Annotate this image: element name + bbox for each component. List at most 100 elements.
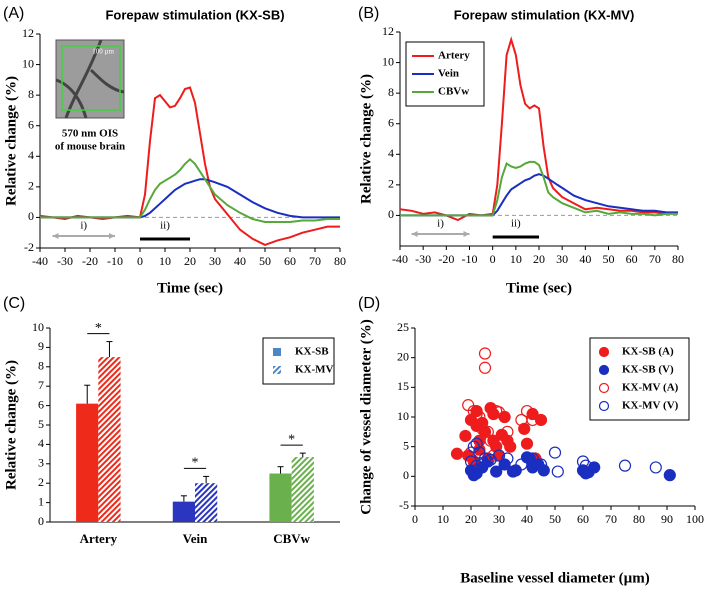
x-tick-label: 20 — [533, 252, 545, 266]
y-axis-label: Relative change (%) — [358, 74, 374, 204]
y-tick-label: 10 — [22, 56, 34, 70]
panel-label: (C) — [3, 295, 25, 312]
x-tick-label: -30 — [57, 254, 73, 268]
point — [520, 437, 534, 450]
y-tick-label: 6 — [28, 117, 34, 131]
y-tick-label: 4 — [388, 146, 394, 160]
period-label: i) — [80, 220, 87, 232]
y-tick-label: 4 — [38, 436, 44, 450]
point — [464, 446, 478, 459]
y-tick-label: 15 — [397, 379, 409, 393]
x-tick-label: 60 — [577, 512, 589, 526]
inset-roi — [61, 45, 121, 111]
x-tick-label: 50 — [549, 512, 561, 526]
y-tick-label: 8 — [388, 85, 394, 99]
y-tick-label: 8 — [38, 359, 44, 373]
y-tick-label: 10 — [382, 54, 394, 68]
legend-box — [262, 337, 335, 385]
x-tick-label: 0 — [137, 254, 143, 268]
legend-swatch — [273, 348, 281, 356]
y-tick-label: 0 — [403, 468, 409, 482]
point — [551, 465, 564, 478]
point — [481, 425, 494, 438]
point — [478, 361, 492, 374]
y-tick-label: 12 — [22, 26, 34, 40]
arrow-head — [411, 231, 470, 237]
x-tick-label: 20 — [184, 254, 196, 268]
legend-label: KX-SB — [295, 346, 329, 358]
x-tick-label: -10 — [107, 254, 123, 268]
point — [478, 452, 492, 465]
bar — [76, 403, 99, 522]
point — [618, 459, 632, 472]
bar — [269, 473, 292, 522]
point — [579, 459, 592, 472]
legend-label: KX-MV (A) — [622, 382, 679, 394]
legend-swatch — [273, 366, 281, 374]
inset-caption: of mouse brain — [55, 141, 125, 153]
period-label: ii) — [160, 220, 170, 232]
x-tick-label: -20 — [438, 252, 454, 266]
x-axis-label: Time (sec) — [157, 280, 223, 296]
y-tick-label: 4 — [28, 148, 34, 162]
x-tick-label: 10 — [437, 512, 449, 526]
y-tick-label: 2 — [28, 179, 34, 193]
y-tick-label: 0 — [28, 209, 34, 223]
panel-label: (B) — [358, 5, 379, 22]
x-tick-label: 70 — [605, 512, 617, 526]
y-tick-label: -2 — [24, 240, 34, 254]
x-tick-label: 40 — [579, 252, 591, 266]
legend-label: KX-MV — [295, 364, 334, 376]
x-tick-label: CBVw — [273, 531, 310, 546]
y-tick-label: 25 — [397, 320, 409, 334]
x-tick-label: -10 — [462, 252, 478, 266]
point — [537, 464, 550, 477]
bar — [195, 483, 218, 522]
point — [476, 422, 489, 435]
x-tick-label: 10 — [159, 254, 171, 268]
x-tick-label: 30 — [209, 254, 221, 268]
chart-title: Forepaw stimulation (KX-SB) — [105, 7, 284, 22]
legend-label: Vein — [438, 68, 459, 80]
y-tick-label: 6 — [38, 397, 44, 411]
x-tick-label: 10 — [510, 252, 522, 266]
x-tick-label: 70 — [649, 252, 661, 266]
x-tick-label: 80 — [633, 512, 645, 526]
x-tick-label: -40 — [32, 254, 48, 268]
point — [526, 413, 539, 427]
legend-label: Artery — [438, 50, 470, 62]
point — [498, 458, 511, 471]
point — [649, 461, 662, 474]
x-tick-label: 70 — [309, 254, 321, 268]
legend-swatch — [598, 364, 610, 376]
period-label: ii) — [511, 218, 521, 230]
x-tick-label: Vein — [183, 531, 209, 546]
y-tick-label: 8 — [28, 87, 34, 101]
significance-label: * — [192, 456, 199, 471]
x-tick-label: 80 — [334, 254, 346, 268]
significance-label: * — [95, 321, 102, 336]
y-tick-label: 5 — [403, 438, 409, 452]
x-tick-label: 40 — [521, 512, 533, 526]
point — [492, 406, 506, 419]
point — [484, 434, 497, 447]
y-tick-label: 9 — [38, 339, 44, 353]
series-line — [40, 157, 340, 223]
y-tick-label: 0 — [388, 207, 394, 221]
bar — [98, 357, 121, 522]
x-tick-label: 60 — [626, 252, 638, 266]
series-line — [400, 173, 678, 217]
y-tick-label: 10 — [32, 320, 44, 334]
y-axis-label: Change of vessel diameter (%) — [358, 319, 374, 515]
legend-label: CBVw — [438, 86, 469, 98]
point — [478, 347, 492, 360]
y-tick-label: 5 — [38, 417, 44, 431]
y-tick-label: -5 — [399, 498, 409, 512]
point — [534, 458, 548, 471]
point — [663, 469, 676, 482]
point — [534, 413, 548, 427]
inset-scale: 100 µm — [92, 48, 114, 56]
point — [526, 452, 539, 465]
y-tick-label: 6 — [388, 115, 394, 129]
